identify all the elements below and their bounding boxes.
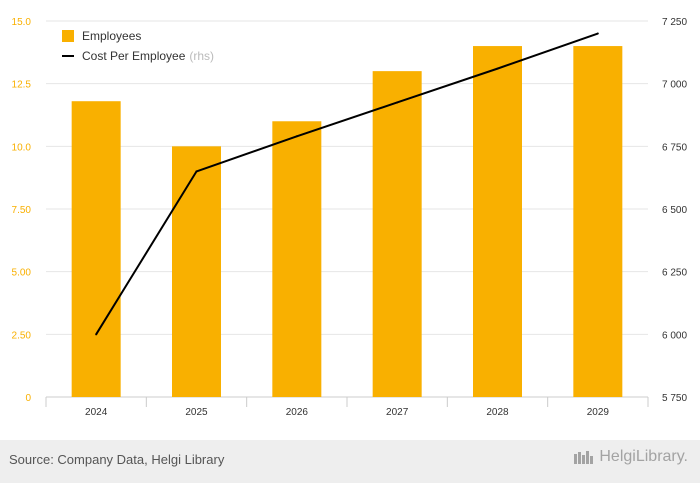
legend-item-cost-per-employee: Cost Per Employee (rhs) [62,46,214,66]
bar-employees-2024 [71,101,121,398]
right-tick-label: 7 000 [662,80,687,91]
x-tick-label: 2027 [386,407,409,418]
line-cost-per-employee [95,32,599,335]
right-tick-label: 6 000 [662,330,687,341]
legend-rhs-suffix: (rhs) [189,49,215,63]
left-tick-label: 2.50 [12,330,32,341]
legend-item-employees: Employees [62,26,214,46]
right-tick-label: 6 250 [662,268,687,279]
left-tick-label: 10.0 [12,142,32,153]
point-cost-per-employee-2026 [295,135,298,138]
source-text: Source: Company Data, Helgi Library [9,452,225,467]
legend-swatch-employees [62,30,74,42]
right-tick-label: 6 500 [662,205,687,216]
bar-employees-2028 [473,46,522,398]
x-tick-label: 2024 [85,407,108,418]
chart-plot: 0 2.50 5.00 7.50 10.0 12.5 15.0 5 750 6 000 6 250… [12,17,688,418]
left-tick-label: 5.00 [12,268,32,279]
x-tick-label: 2025 [185,407,208,418]
bar-employees-2026 [272,121,322,398]
point-cost-per-employee-2028 [496,67,499,70]
legend-label-cost-per-employee: Cost Per Employee [82,49,186,63]
bar-employees-2027 [372,71,422,397]
brand-text: HelgiLibrary. [599,448,688,465]
point-cost-per-employee-2029 [596,32,599,35]
bar-employees-2025 [172,146,221,397]
footer: Source: Company Data, Helgi Library Helg… [0,440,700,483]
point-cost-per-employee-2024 [95,333,98,336]
left-tick-label: 7.50 [12,205,32,216]
right-tick-label: 5 750 [662,393,687,404]
legend: Employees Cost Per Employee (rhs) [62,26,214,66]
legend-label-employees: Employees [82,29,142,43]
point-cost-per-employee-2027 [396,101,399,104]
library-icon [574,451,594,464]
left-tick-label: 15.0 [12,17,32,28]
right-tick-label: 7 250 [662,17,687,28]
bar-employees-2029 [573,46,623,398]
left-tick-label: 12.5 [12,80,32,91]
brand-logo: HelgiLibrary. [573,448,688,466]
x-tick-label: 2029 [587,407,610,418]
right-tick-label: 6 750 [662,142,687,153]
x-tick-label: 2028 [486,407,509,418]
x-tick-label: 2026 [286,407,309,418]
point-cost-per-employee-2025 [195,170,198,173]
legend-swatch-cost-per-employee [62,55,74,57]
left-tick-label: 0 [25,393,31,404]
